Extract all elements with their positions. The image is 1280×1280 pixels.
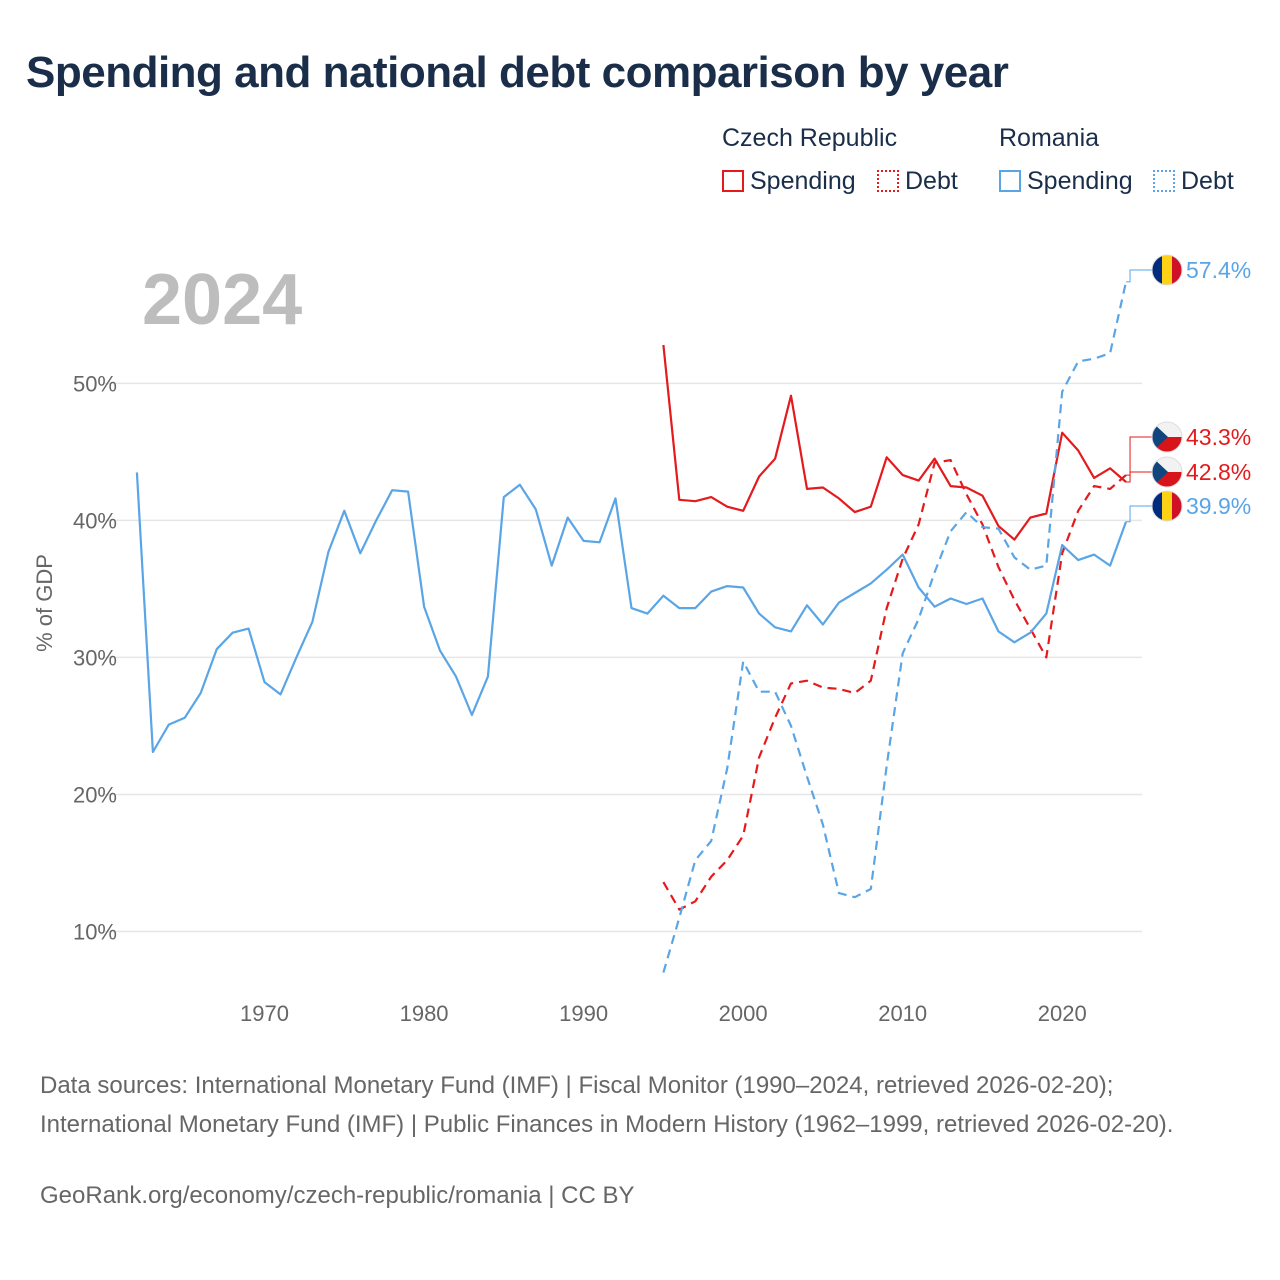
czech-flag-icon — [1152, 457, 1182, 487]
y-axis-ticks: 10% 20% 30% 40% 50% — [73, 371, 117, 944]
series-line-romania-spending[interactable] — [135, 472, 1128, 754]
x-axis-ticks: 1970 1980 1990 2000 2010 2020 — [240, 1001, 1087, 1026]
x-tick-label-2010: 2010 — [878, 1001, 927, 1026]
legend-label-romania-debt: Debt — [1181, 166, 1234, 195]
credit-line: GeoRank.org/economy/czech-republic/roman… — [40, 1182, 635, 1209]
x-tick-label-1980: 1980 — [400, 1001, 449, 1026]
series-line-romania-debt[interactable] — [662, 281, 1128, 973]
legend-czech-debt[interactable]: Debt — [877, 166, 958, 196]
end-label-connector-0 — [1126, 269, 1152, 283]
legend-label-romania-spending: Spending — [1027, 166, 1133, 195]
year-watermark: 2024 — [142, 260, 302, 340]
end-label-czech-1: 43.3% — [1186, 424, 1251, 450]
end-label-romania-0: 57.4% — [1186, 257, 1251, 283]
y-tick-label-30: 30% — [73, 645, 117, 670]
romania-flag-icon — [1152, 255, 1182, 285]
y-tick-label-50: 50% — [73, 371, 117, 396]
end-label-connector-3 — [1126, 505, 1152, 523]
series-lines — [135, 281, 1128, 973]
romania-flag-icon — [1152, 491, 1182, 521]
y-tick-label-10: 10% — [73, 919, 117, 944]
legend-group-czech-republic: Czech Republic — [722, 124, 898, 152]
chart-title: Spending and national debt comparison by… — [26, 48, 1009, 97]
legend-group-romania: Romania — [999, 124, 1100, 152]
legend-romania-spending[interactable]: Spending — [999, 166, 1133, 196]
legend-czech-spending[interactable]: Spending — [722, 166, 856, 196]
legend-label-czech-spending: Spending — [750, 166, 856, 195]
series-line-czech-republic-debt[interactable] — [662, 459, 1127, 911]
x-tick-label-1970: 1970 — [240, 1001, 289, 1026]
end-label-connector-1 — [1126, 436, 1152, 476]
data-sources-note: Data sources: International Monetary Fun… — [40, 1072, 1174, 1138]
end-label-connector-2 — [1126, 471, 1152, 483]
end-labels: 57.4% 43.3% 42.8% 39.9% — [1126, 254, 1251, 523]
legend-label-czech-debt: Debt — [905, 166, 958, 195]
x-tick-label-2000: 2000 — [719, 1001, 768, 1026]
legend-swatch-czech-debt — [877, 170, 899, 192]
end-label-czech-2: 42.8% — [1186, 459, 1251, 485]
x-tick-label-1990: 1990 — [559, 1001, 608, 1026]
legend-romania-debt[interactable]: Debt — [1153, 166, 1234, 196]
legend-swatch-romania-spending — [999, 170, 1021, 192]
x-tick-label-2020: 2020 — [1038, 1001, 1087, 1026]
czech-flag-icon — [1152, 422, 1182, 452]
line-chart: 2024 10% 20% 30% 40% 50% 1970 1980 1990 2000 201… — [32, 254, 1251, 1026]
legend-swatch-romania-debt — [1153, 170, 1175, 192]
y-tick-label-40: 40% — [73, 508, 117, 533]
series-line-czech-republic-spending[interactable] — [662, 344, 1127, 541]
y-axis-label: % of GDP — [32, 554, 57, 652]
y-tick-label-20: 20% — [73, 782, 117, 807]
end-label-romania-3: 39.9% — [1186, 493, 1251, 519]
legend-swatch-czech-spending — [722, 170, 744, 192]
gridlines — [105, 382, 1142, 933]
